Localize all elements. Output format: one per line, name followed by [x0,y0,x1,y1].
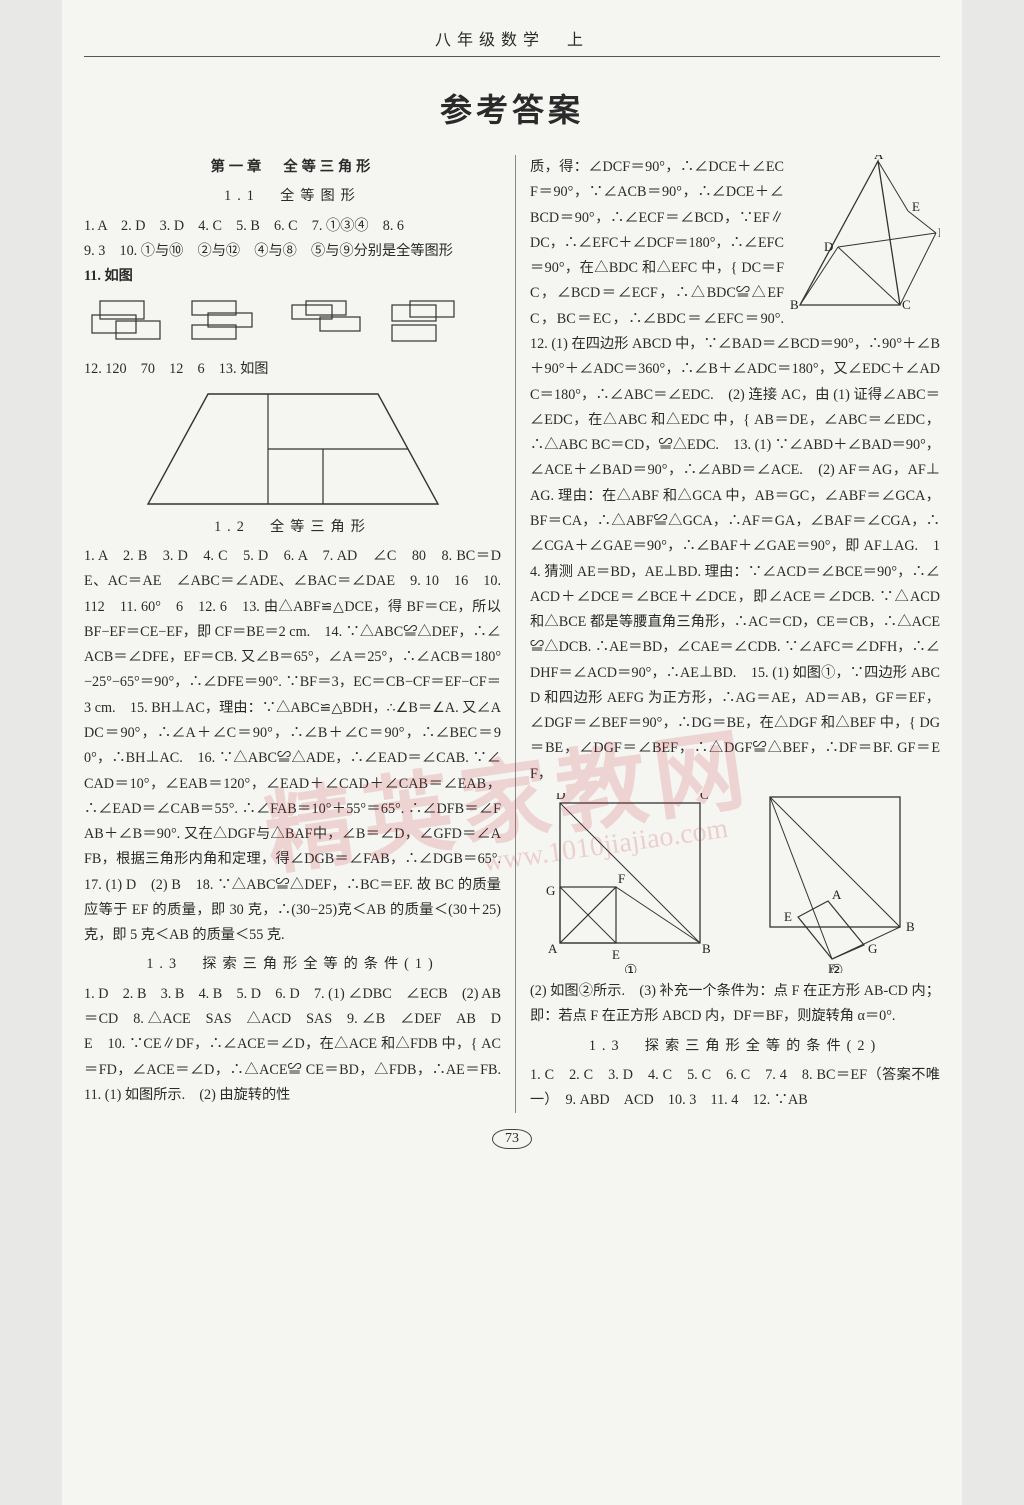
svg-text:A: A [832,887,842,902]
svg-text:D: D [824,239,833,254]
page: 八年级数学 上 参考答案 精英家教网 www.1010jiajiao.com 第… [62,0,962,1505]
two-column-layout: 第一章 全等三角形 1.1 全等图形 1. A 2. D 3. D 4. C 5… [84,155,940,1113]
figure-squares: DCABGFE①DCBAEFG② [530,793,940,973]
svg-text:D: D [556,793,565,802]
section-1-3a-title: 1.3 探索三角形全等的条件(1) [84,952,501,977]
svg-text:B: B [906,919,915,934]
section-1-2-title: 1.2 全等三角形 [84,515,501,540]
svg-text:C: C [900,793,909,796]
svg-text:A: A [548,941,558,956]
svg-text:F: F [938,225,940,240]
main-title: 参考答案 [84,85,940,131]
section-1-3b-title: 1.3 探索三角形全等的条件(2) [530,1034,940,1059]
right-column: ABCDEF 质，得：∠DCF＝90°，∴∠DCE＋∠ECF＝90°，∵∠ACB… [515,155,940,1113]
svg-text:E: E [784,909,792,924]
left-column: 第一章 全等三角形 1.1 全等图形 1. A 2. D 3. D 4. C 5… [84,155,501,1113]
sec13a-body: 1. D 2. B 3. B 4. B 5. D 6. D 7. (1) ∠DB… [84,982,501,1108]
right-body2: (2) 如图②所示. (3) 补充一个条件为：点 F 在正方形 AB-CD 内；… [530,979,940,1030]
svg-text:②: ② [830,963,843,973]
sec11-line3: 11. 如图 [84,264,501,289]
sec13b-body: 1. C 2. C 3. D 4. C 5. C 6. C 7. 4 8. BC… [530,1063,940,1114]
header-rule [84,56,940,57]
page-number-value: 73 [492,1129,532,1149]
sec12-body: 1. A 2. B 3. D 4. C 5. D 6. A 7. AD ∠C 8… [84,544,501,949]
svg-text:C: C [700,793,709,802]
svg-text:①: ① [624,963,637,973]
svg-text:B: B [702,941,711,956]
sec11-line4: 12. 120 70 12 6 13. 如图 [84,357,501,382]
chapter-heading: 第一章 全等三角形 [84,155,501,180]
svg-text:E: E [912,199,920,214]
svg-text:C: C [902,297,911,312]
svg-text:A: A [874,155,884,162]
sec11-line1: 1. A 2. D 3. D 4. C 5. B 6. C 7. ①③④ 8. … [84,214,501,239]
section-1-1-title: 1.1 全等图形 [84,184,501,209]
svg-text:B: B [790,297,799,312]
figure-q13 [143,389,443,509]
svg-text:G: G [868,941,877,956]
svg-text:E: E [612,947,620,962]
svg-text:G: G [546,883,555,898]
figure-triangle-right: A B C D E F [790,155,940,315]
svg-text:F: F [618,871,625,886]
running-header: 八年级数学 上 [84,26,940,56]
svg-text:D: D [766,793,775,796]
page-number: 73 [84,1129,940,1149]
sec11-line2: 9. 3 10. ①与⑩ ②与⑫ ④与⑧ ⑤与⑨分别是全等图形 [84,239,501,264]
figure-q11 [88,295,498,351]
